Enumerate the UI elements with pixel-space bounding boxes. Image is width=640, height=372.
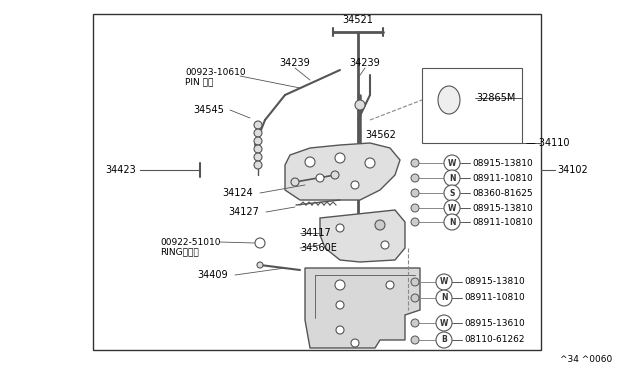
- Bar: [422, 68, 522, 143]
- Text: W: W: [448, 203, 456, 212]
- Polygon shape: [285, 143, 400, 200]
- Circle shape: [411, 278, 419, 286]
- Polygon shape: [320, 210, 405, 262]
- Text: — 34110: — 34110: [526, 138, 570, 148]
- Circle shape: [444, 170, 460, 186]
- Text: 08911-10810: 08911-10810: [472, 173, 532, 183]
- Text: W: W: [448, 158, 456, 167]
- Text: 08110-61262: 08110-61262: [464, 336, 525, 344]
- Circle shape: [436, 332, 452, 348]
- Circle shape: [411, 204, 419, 212]
- Circle shape: [444, 185, 460, 201]
- Circle shape: [336, 301, 344, 309]
- Ellipse shape: [438, 86, 460, 114]
- Circle shape: [351, 339, 359, 347]
- Text: S: S: [449, 189, 454, 198]
- Text: 00923-10610: 00923-10610: [185, 67, 246, 77]
- Text: 34102: 34102: [557, 165, 588, 175]
- Circle shape: [351, 181, 359, 189]
- Circle shape: [381, 241, 389, 249]
- Circle shape: [411, 189, 419, 197]
- Circle shape: [386, 281, 394, 289]
- Circle shape: [411, 218, 419, 226]
- Circle shape: [411, 159, 419, 167]
- Text: 34545: 34545: [193, 105, 224, 115]
- Circle shape: [375, 220, 385, 230]
- Circle shape: [331, 171, 339, 179]
- Circle shape: [436, 274, 452, 290]
- Text: 34124: 34124: [222, 188, 253, 198]
- Circle shape: [336, 224, 344, 232]
- Text: 34562: 34562: [365, 130, 396, 140]
- Circle shape: [335, 280, 345, 290]
- Text: 08915-13810: 08915-13810: [472, 158, 532, 167]
- Text: 34239: 34239: [349, 58, 380, 68]
- Circle shape: [254, 145, 262, 153]
- Circle shape: [255, 238, 265, 248]
- Circle shape: [411, 174, 419, 182]
- Circle shape: [436, 290, 452, 306]
- Circle shape: [254, 137, 262, 145]
- Text: 34409: 34409: [197, 270, 228, 280]
- Circle shape: [254, 153, 262, 161]
- Circle shape: [444, 155, 460, 171]
- Text: 08915-13810: 08915-13810: [472, 203, 532, 212]
- Text: 08360-81625: 08360-81625: [472, 189, 532, 198]
- Bar: [93, 14, 541, 350]
- Circle shape: [316, 174, 324, 182]
- Text: N: N: [449, 218, 455, 227]
- Circle shape: [254, 121, 262, 129]
- Text: 08911-10810: 08911-10810: [464, 294, 525, 302]
- Circle shape: [411, 294, 419, 302]
- Text: N: N: [441, 294, 447, 302]
- Text: 34423: 34423: [105, 165, 136, 175]
- Circle shape: [305, 157, 315, 167]
- Text: 32865M: 32865M: [476, 93, 515, 103]
- Circle shape: [336, 326, 344, 334]
- Text: PIN ピン: PIN ピン: [185, 77, 213, 87]
- Text: ^34 ^0060: ^34 ^0060: [560, 356, 612, 365]
- Text: 00922-51010: 00922-51010: [160, 237, 221, 247]
- Circle shape: [411, 336, 419, 344]
- Text: 08911-10810: 08911-10810: [472, 218, 532, 227]
- Polygon shape: [305, 268, 420, 348]
- Circle shape: [444, 200, 460, 216]
- Text: RINGリング: RINGリング: [160, 247, 199, 257]
- Circle shape: [355, 100, 365, 110]
- Text: 34239: 34239: [280, 58, 310, 68]
- Text: W: W: [440, 318, 448, 327]
- Circle shape: [444, 214, 460, 230]
- Text: W: W: [440, 278, 448, 286]
- Text: N: N: [449, 173, 455, 183]
- Circle shape: [411, 319, 419, 327]
- Circle shape: [335, 153, 345, 163]
- Circle shape: [436, 315, 452, 331]
- Text: B: B: [441, 336, 447, 344]
- Text: 34117: 34117: [300, 228, 331, 238]
- Circle shape: [254, 129, 262, 137]
- Circle shape: [257, 262, 263, 268]
- Text: 34521: 34521: [342, 15, 373, 25]
- Text: 08915-13610: 08915-13610: [464, 318, 525, 327]
- Text: 34560E: 34560E: [300, 243, 337, 253]
- Text: 08915-13810: 08915-13810: [464, 278, 525, 286]
- Text: 34127: 34127: [228, 207, 259, 217]
- Circle shape: [291, 178, 299, 186]
- Circle shape: [254, 161, 262, 169]
- Circle shape: [365, 158, 375, 168]
